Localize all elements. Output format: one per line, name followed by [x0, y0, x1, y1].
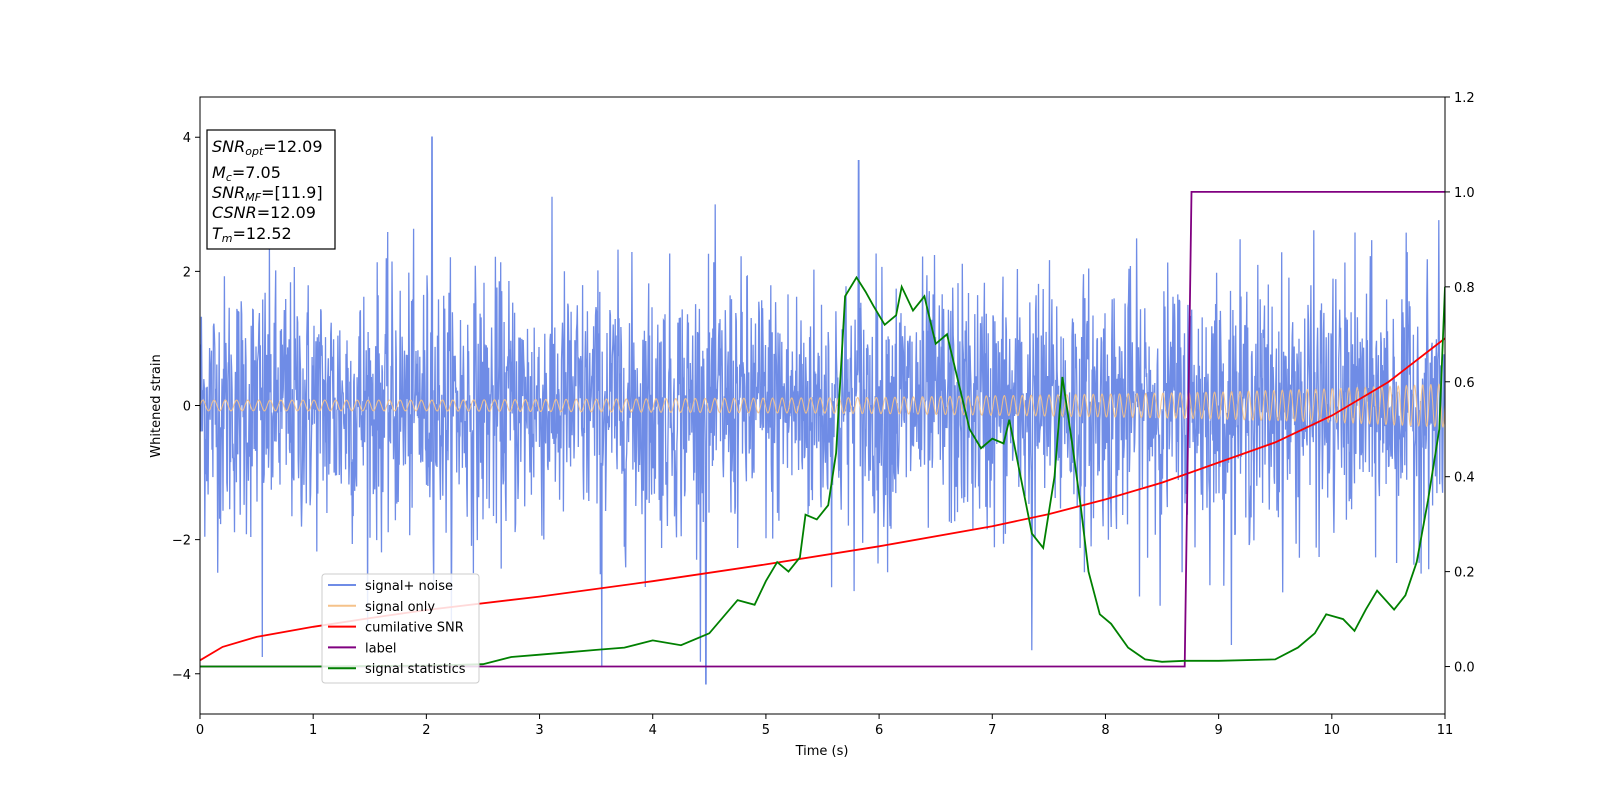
y-tick-label: 0	[183, 400, 191, 415]
y2-tick-label: 0.6	[1454, 376, 1475, 391]
y2-tick-label: 1.0	[1454, 186, 1475, 201]
annotation-mc: Mc=7.05	[212, 163, 281, 184]
x-tick-label: 1	[309, 723, 317, 738]
x-tick-label: 7	[988, 723, 996, 738]
y2-tick-label: 0.4	[1454, 471, 1475, 486]
x-tick-label: 5	[762, 723, 770, 738]
x-tick-label: 6	[875, 723, 883, 738]
x-tick-label: 0	[196, 723, 204, 738]
x-tick-label: 9	[1214, 723, 1222, 738]
legend: signal+ noise signal only cumilative SNR la…	[321, 573, 480, 684]
y-tick-label: 2	[183, 265, 191, 280]
y-axis-label: Whitened strain	[149, 354, 164, 457]
plot-area	[200, 136, 1445, 685]
legend-frame	[321, 573, 480, 684]
x-tick-label: 3	[535, 723, 543, 738]
x-tick-label: 2	[422, 723, 430, 738]
series-signal-only	[200, 383, 1445, 428]
y-tick-label: −4	[172, 668, 191, 683]
y2-tick-label: 0.8	[1454, 281, 1475, 296]
y2-tick-label: 0.2	[1454, 566, 1475, 581]
x-tick-label: 11	[1437, 723, 1454, 738]
series-signal-statistics	[200, 275, 1445, 668]
y-axis-right: 1.2 1.0 0.8 0.6 0.4 0.2 0.0	[1445, 91, 1475, 676]
annotation-snr-mf: SNRMF=[11.9]	[212, 183, 323, 204]
legend-label: signal only	[365, 600, 435, 615]
x-tick-label: 4	[649, 723, 657, 738]
series-label	[200, 191, 1445, 668]
legend-label: label	[365, 641, 396, 656]
y2-tick-label: 0.0	[1454, 661, 1475, 676]
x-axis: 0 1 2 3 4 5 6 7 8 9 10 11	[196, 714, 1453, 738]
x-tick-label: 8	[1101, 723, 1109, 738]
annotation-snr-opt: SNRopt=12.09	[212, 137, 323, 158]
x-tick-label: 10	[1324, 723, 1341, 738]
y2-tick-label: 1.2	[1454, 91, 1475, 106]
x-axis-label: Time (s)	[795, 744, 849, 759]
annotation-tm: Tm=12.52	[212, 224, 292, 245]
y-tick-label: −2	[172, 534, 191, 549]
annotation-csnr: CSNR=12.09	[212, 203, 316, 222]
annotation-box: SNRopt=12.09 Mc=7.05 SNRMF=[11.9] CSNR=1…	[206, 129, 336, 250]
series-signal-noise	[200, 136, 1445, 685]
legend-label: signal+ noise	[365, 579, 453, 594]
annotation-frame	[206, 129, 336, 250]
legend-label: signal statistics	[365, 662, 466, 677]
legend-label: cumilative SNR	[365, 621, 464, 636]
y-axis-left: 4 2 0 −2 −4	[172, 131, 200, 683]
series-cumilative-snr	[200, 337, 1445, 662]
y-tick-label: 4	[183, 131, 191, 146]
